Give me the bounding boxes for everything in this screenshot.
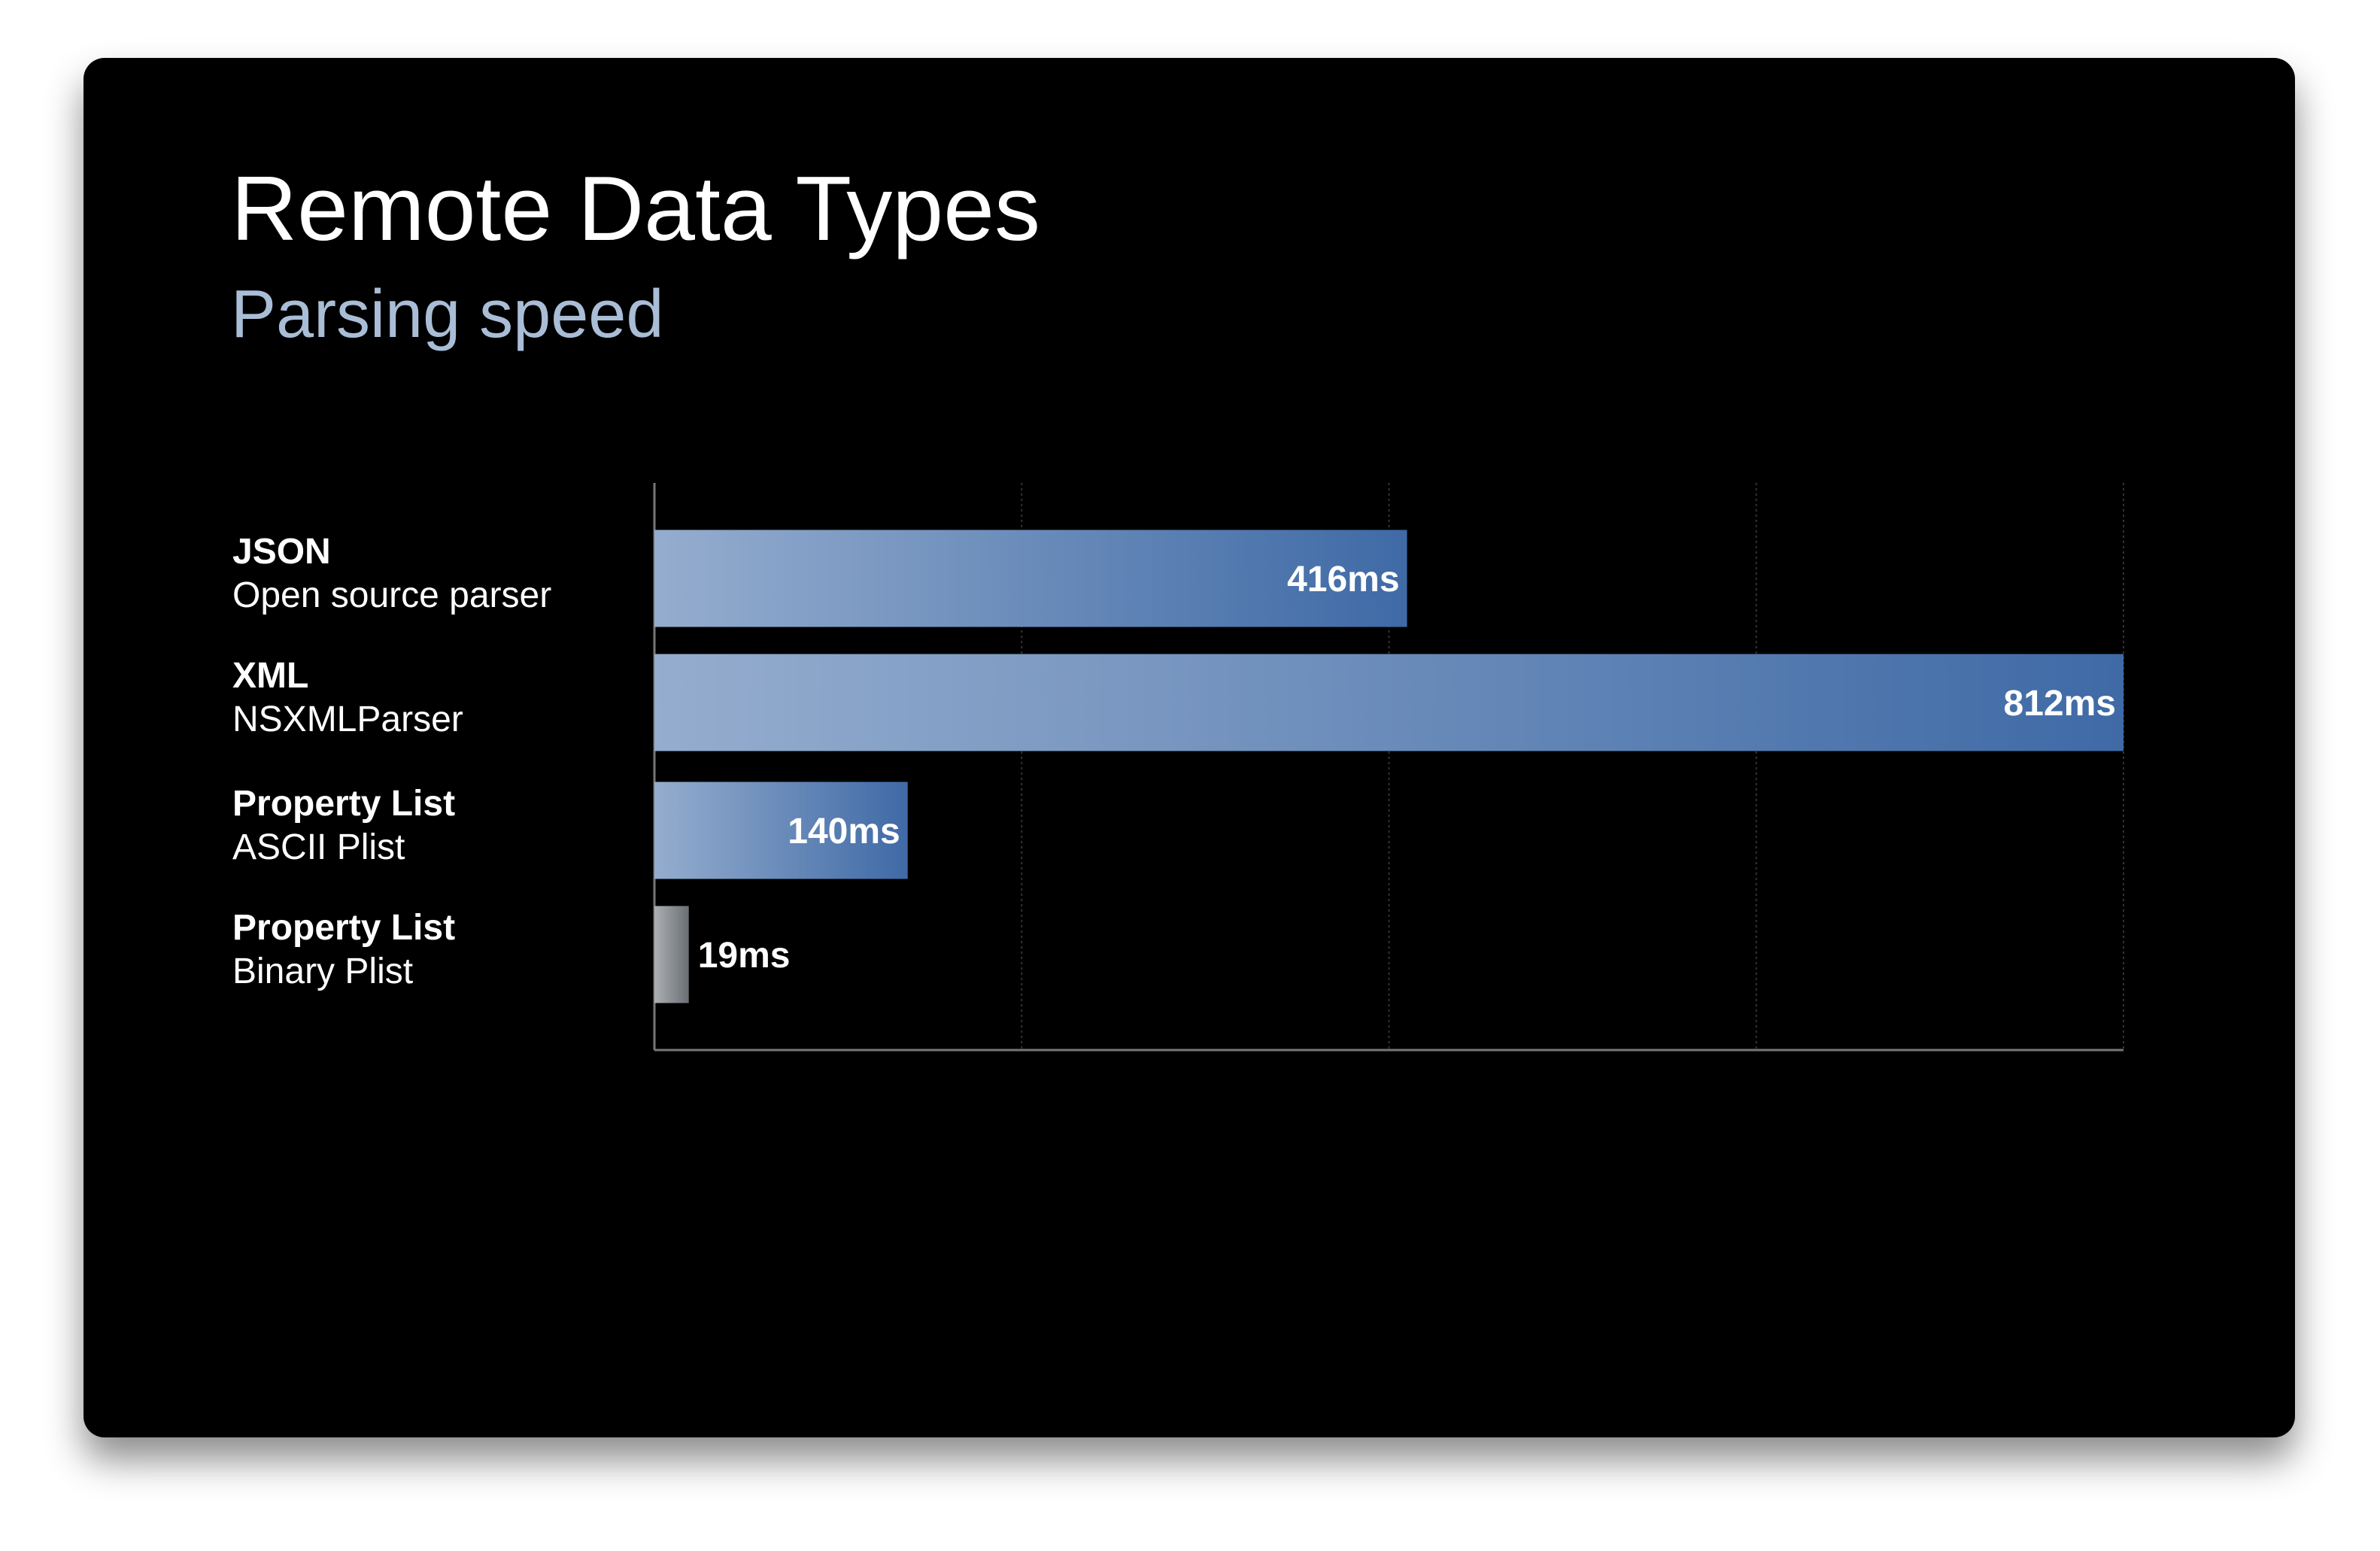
category-label: Property List [232,784,455,824]
bar [654,782,908,879]
chart-title: Remote Data Types [231,157,1040,260]
category-label: Property List [232,908,455,948]
category-label: JSON [232,532,331,572]
value-label: 416ms [1287,560,1399,599]
category-detail: NSXMLParser [232,700,463,739]
category-detail: Binary Plist [232,952,413,991]
category-label: XML [232,656,308,696]
value-label: 19ms [698,936,791,976]
bar [654,654,2123,751]
category-detail: Open source parser [232,575,551,615]
chart-subtitle: Parsing speed [231,277,663,352]
value-label: 812ms [2004,684,2116,724]
bar [654,906,689,1003]
value-label: 140ms [788,812,900,851]
bar [654,530,1407,627]
category-detail: ASCII Plist [232,827,405,867]
